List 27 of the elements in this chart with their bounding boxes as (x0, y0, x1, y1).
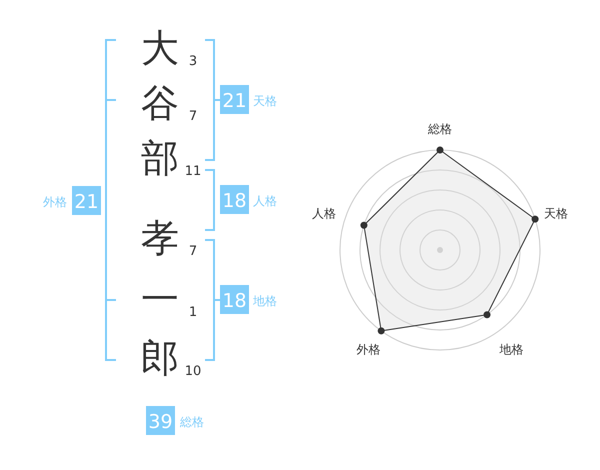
category-label: 郎 (141, 336, 179, 380)
text: 人格 (253, 194, 277, 208)
category-label: 谷 (141, 81, 179, 125)
data-label: 7 (188, 244, 198, 259)
spoke-label: 総格 (427, 122, 452, 136)
text: 21 (222, 90, 247, 112)
category-label: 一 (141, 277, 179, 321)
data-label: 11 (184, 164, 202, 179)
text: 天格 (253, 94, 277, 108)
text: 外格 (43, 195, 67, 209)
spoke-label: 外格 (356, 342, 380, 357)
category-label: 大 (141, 26, 179, 70)
category-label: 孝 (141, 216, 179, 260)
data-label: 7 (188, 109, 198, 124)
category-label: 部 (141, 136, 179, 180)
text: 18 (222, 290, 247, 312)
text: 39 (148, 411, 173, 433)
text: 21 (74, 191, 99, 213)
data-label: 3 (188, 54, 198, 69)
text: 18 (222, 190, 247, 212)
spoke-label: 天格 (544, 206, 568, 220)
spoke-label: 人格 (312, 206, 336, 220)
spoke-label: 地格 (498, 342, 524, 357)
text: 地格 (252, 294, 277, 308)
data-label: 1 (188, 305, 198, 320)
text: 総格 (179, 415, 204, 429)
data-label: 10 (184, 364, 202, 379)
